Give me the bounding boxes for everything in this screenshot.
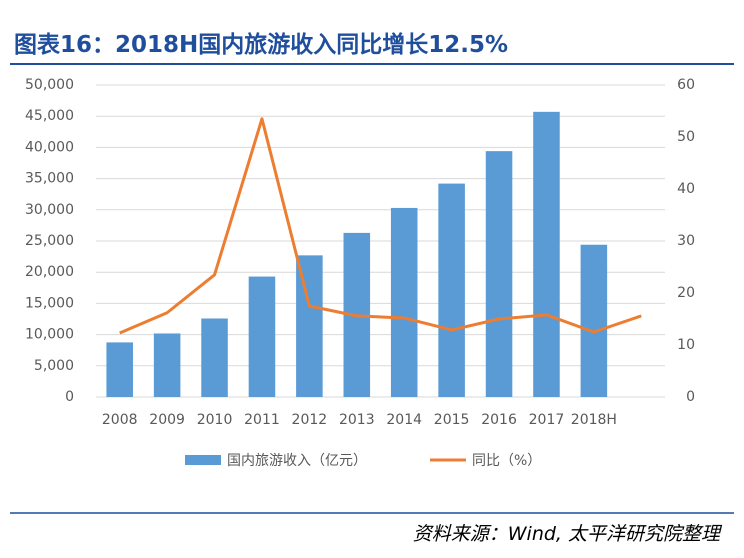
x-tick-label: 2010 bbox=[197, 412, 233, 428]
y-tick-label: 15,000 bbox=[25, 295, 74, 311]
y2-tick-label: 20 bbox=[677, 285, 695, 301]
source: 资料来源：Wind, 太平洋研究院整理 bbox=[413, 523, 723, 545]
y2-tick-label: 30 bbox=[677, 233, 695, 249]
y-tick-label: 30,000 bbox=[25, 202, 74, 218]
x-tick-label: 2018H bbox=[571, 412, 617, 428]
y2-tick-label: 50 bbox=[677, 129, 695, 145]
y2-tick-label: 40 bbox=[677, 181, 695, 197]
y-tick-label: 40,000 bbox=[25, 139, 74, 155]
legend-label: 国内旅游收入（亿元） bbox=[227, 453, 367, 469]
chart-title: 图表16：2018H国内旅游收入同比增长12.5% bbox=[14, 31, 508, 58]
x-tick-label: 2014 bbox=[386, 412, 422, 428]
bar bbox=[485, 151, 513, 397]
y-tick-label: 35,000 bbox=[25, 171, 74, 187]
y-tick-label: 5,000 bbox=[34, 358, 74, 374]
y2-tick-label: 0 bbox=[686, 389, 695, 405]
bar bbox=[296, 255, 323, 397]
bar bbox=[201, 318, 228, 397]
x-tick-label: 2017 bbox=[529, 412, 565, 428]
y2-tick-label: 60 bbox=[677, 77, 695, 93]
bar bbox=[533, 111, 560, 397]
y2-tick-label: 10 bbox=[677, 337, 695, 353]
x-tick-label: 2015 bbox=[434, 412, 470, 428]
y-tick-label: 20,000 bbox=[25, 264, 74, 280]
bar bbox=[106, 342, 133, 397]
y-tick-label: 0 bbox=[65, 389, 74, 405]
x-tick-label: 2011 bbox=[244, 412, 280, 428]
legend-swatch bbox=[185, 455, 221, 465]
bar bbox=[248, 276, 276, 397]
bar bbox=[153, 333, 181, 397]
y-tick-label: 50,000 bbox=[25, 77, 74, 93]
x-tick-label: 2016 bbox=[481, 412, 517, 428]
y-tick-label: 45,000 bbox=[25, 108, 74, 124]
x-tick-label: 2012 bbox=[292, 412, 328, 428]
x-tick-label: 2008 bbox=[102, 412, 138, 428]
legend-label: 同比（%） bbox=[472, 453, 541, 469]
bar bbox=[580, 244, 608, 397]
bar bbox=[390, 207, 418, 397]
x-tick-label: 2013 bbox=[339, 412, 375, 428]
y-tick-label: 10,000 bbox=[25, 327, 74, 343]
y-tick-label: 25,000 bbox=[25, 233, 74, 249]
x-tick-label: 2009 bbox=[149, 412, 185, 428]
bar bbox=[438, 183, 465, 397]
line bbox=[119, 117, 642, 335]
